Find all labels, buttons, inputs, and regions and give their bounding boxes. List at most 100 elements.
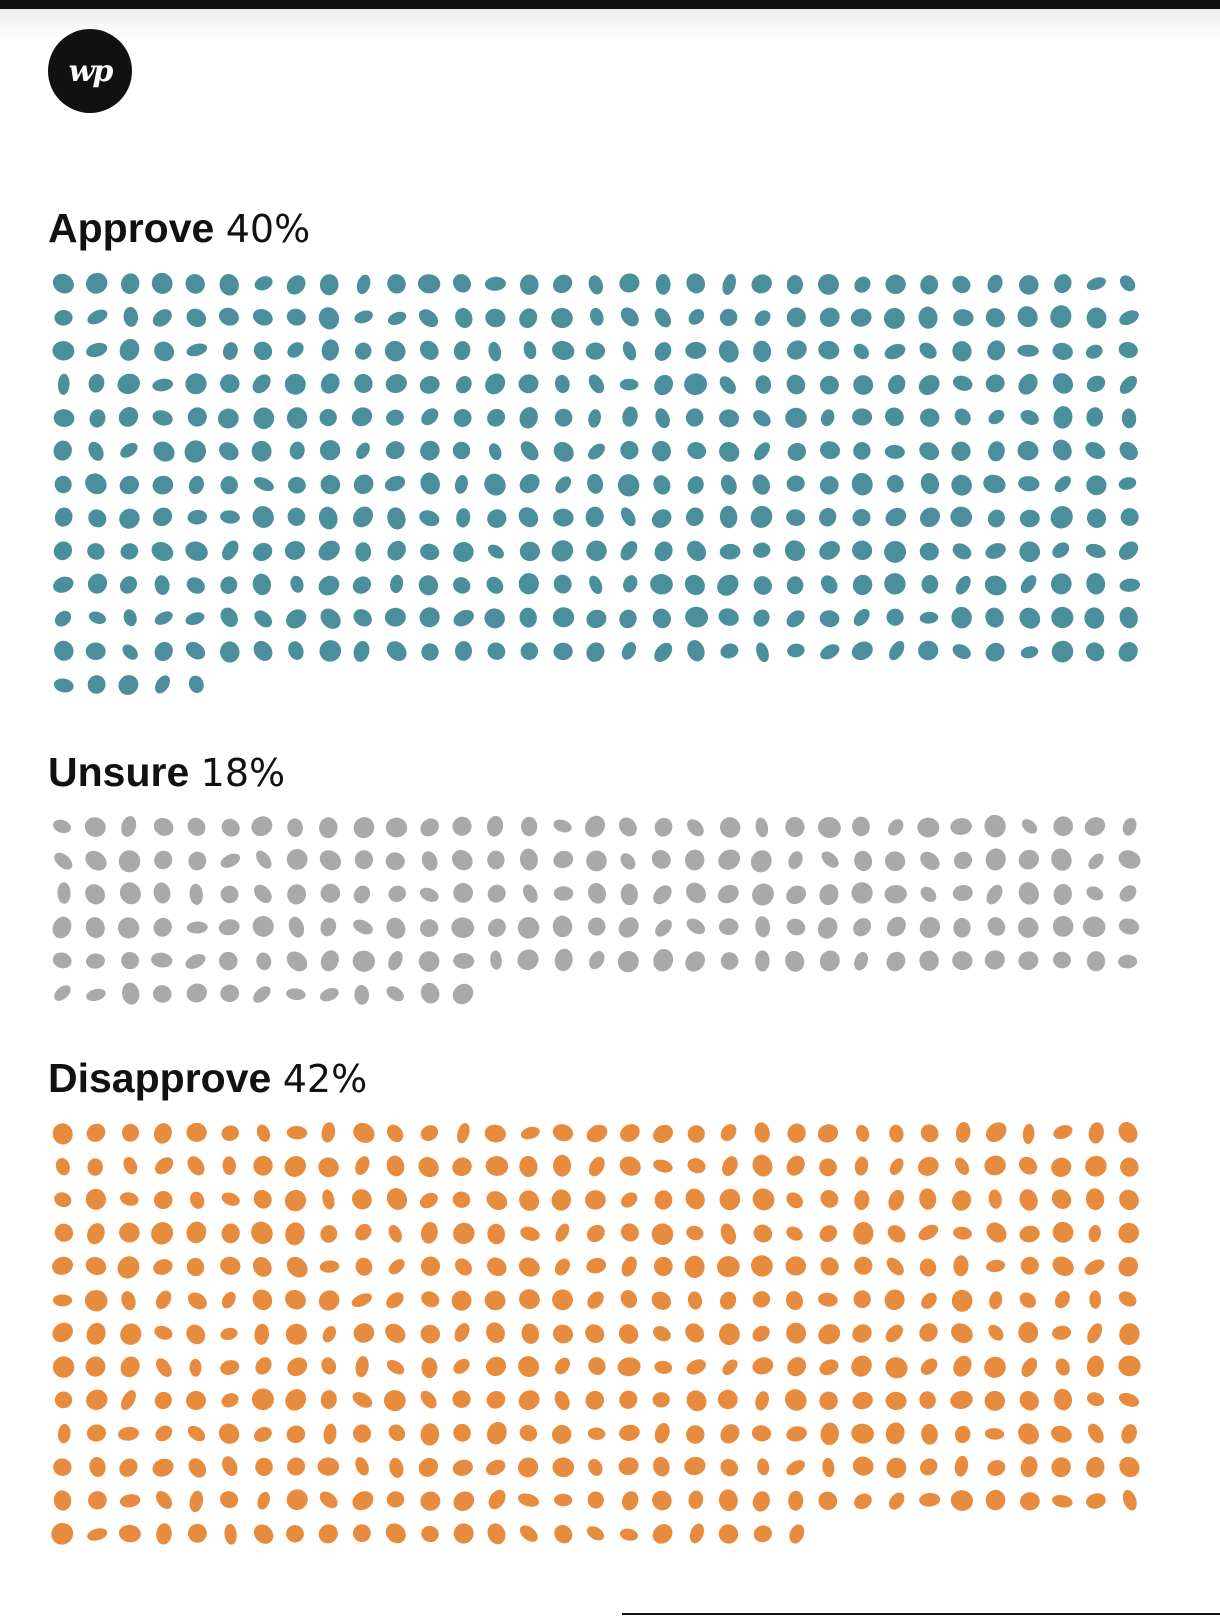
- disapprove-dot: [1087, 1323, 1103, 1344]
- disapprove-dot: [889, 1158, 904, 1175]
- approve-dot: [1052, 542, 1070, 559]
- approve-dot: [119, 508, 140, 529]
- disapprove-dot: [484, 1290, 506, 1311]
- approve-dot: [85, 642, 106, 661]
- approve-dot: [983, 474, 1006, 494]
- unsure-dot: [952, 884, 973, 902]
- disapprove-dot: [920, 1458, 938, 1476]
- approve-dot: [519, 607, 537, 628]
- approve-dot: [320, 474, 341, 495]
- approve-dot: [819, 307, 840, 327]
- unsure-dot: [121, 951, 140, 970]
- disapprove-dot: [955, 1122, 971, 1143]
- approve-dot: [920, 473, 940, 495]
- approve-dot: [754, 442, 770, 461]
- disapprove-dot: [383, 1390, 406, 1412]
- unsure-dot: [453, 952, 475, 969]
- disapprove-dot: [1122, 1489, 1137, 1511]
- approve-dot: [487, 642, 506, 660]
- disapprove-dot: [920, 1358, 938, 1375]
- disapprove-dot: [154, 1391, 172, 1410]
- disapprove-dot: [720, 1124, 737, 1142]
- disapprove-dot: [953, 1355, 972, 1377]
- disapprove-dot: [257, 1491, 270, 1510]
- disapprove-dot: [919, 1391, 936, 1409]
- approve-dot: [755, 375, 772, 394]
- approve-dot: [786, 509, 806, 526]
- disapprove-dot: [520, 1226, 540, 1241]
- approve-dot: [152, 309, 172, 327]
- approve-label: Approve 40%: [48, 208, 310, 249]
- disapprove-dot: [620, 1223, 639, 1242]
- disapprove-dot: [752, 1357, 774, 1375]
- approve-dot: [1121, 408, 1137, 429]
- approve-dot: [621, 642, 637, 660]
- approve-dot: [987, 340, 1006, 361]
- disapprove-dot: [421, 1291, 440, 1308]
- disapprove-dot: [420, 1324, 441, 1344]
- approve-dot: [419, 340, 439, 360]
- approve-dot: [251, 440, 272, 462]
- approve-dot: [1017, 306, 1038, 328]
- approve-dot: [1052, 439, 1072, 461]
- approve-dot: [684, 373, 708, 396]
- disapprove-dot: [89, 1457, 106, 1477]
- disapprove-dot: [117, 1256, 140, 1279]
- approve-dot: [320, 373, 340, 394]
- approve-dot: [853, 442, 871, 460]
- disapprove-dot: [851, 1423, 874, 1444]
- approve-dot: [484, 473, 506, 496]
- approve-dot: [654, 541, 673, 562]
- approve-dot: [356, 274, 371, 295]
- unsure-dot: [819, 950, 840, 972]
- approve-percent: 40%: [225, 207, 311, 251]
- unsure-dot: [386, 986, 404, 1002]
- disapprove-dot: [954, 1455, 969, 1477]
- unsure-dot: [286, 988, 306, 1001]
- approve-dot: [684, 574, 705, 596]
- disapprove-dot: [119, 1222, 140, 1243]
- approve-dot: [819, 507, 837, 527]
- disapprove-dot: [921, 1423, 938, 1445]
- disapprove-dot: [322, 1326, 336, 1343]
- unsure-dot: [752, 883, 774, 906]
- unsure-dot: [287, 818, 303, 837]
- approve-dot: [1084, 607, 1105, 629]
- approve-dot: [286, 609, 307, 629]
- unsure-dot: [85, 850, 107, 871]
- unsure-dot: [718, 918, 739, 936]
- disapprove-dot: [652, 1524, 673, 1544]
- disapprove-dot: [317, 1457, 340, 1476]
- disapprove-name: Disapprove: [48, 1055, 272, 1101]
- unsure-dot: [1086, 886, 1104, 901]
- unsure-dot: [788, 851, 803, 870]
- approve-dot: [184, 440, 207, 463]
- disapprove-dot: [819, 1359, 839, 1376]
- approve-dot: [352, 576, 372, 594]
- approve-dot: [220, 476, 238, 495]
- approve-dot: [853, 375, 874, 395]
- unsure-dot: [651, 850, 671, 869]
- unsure-dot: [618, 917, 639, 938]
- waffle-group-disapprove: [51, 1121, 1141, 1545]
- approve-dot: [186, 577, 205, 594]
- approve-dot: [117, 373, 140, 395]
- approve-dot: [187, 407, 207, 427]
- disapprove-dot: [285, 1289, 306, 1310]
- washington-post-logo[interactable]: wp: [48, 29, 132, 113]
- disapprove-dot: [284, 1155, 306, 1177]
- unsure-dot: [388, 951, 403, 971]
- disapprove-dot: [1118, 1392, 1140, 1407]
- approve-dot: [151, 272, 173, 294]
- approve-dot: [1118, 541, 1139, 560]
- disapprove-dot: [984, 1428, 1005, 1440]
- approve-dot: [885, 507, 907, 527]
- disapprove-dot: [619, 1156, 641, 1176]
- approve-dot: [219, 274, 239, 296]
- disapprove-dot: [588, 1156, 605, 1177]
- approve-dot: [453, 409, 472, 427]
- unsure-dot: [1053, 951, 1071, 969]
- unsure-dot: [884, 851, 906, 872]
- disapprove-dot: [220, 1491, 239, 1509]
- approve-dot: [620, 307, 639, 327]
